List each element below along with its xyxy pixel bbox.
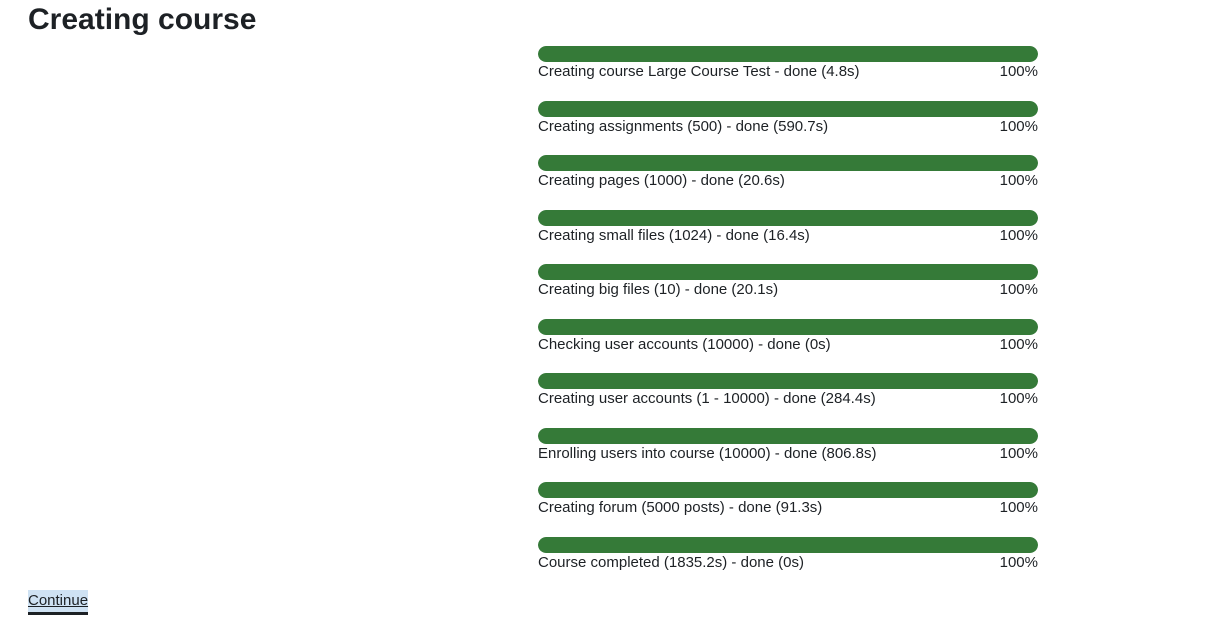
progress-item: Creating forum (5000 posts) - done (91.3… xyxy=(538,482,1038,537)
progress-bar xyxy=(538,482,1038,498)
progress-bar-fill xyxy=(538,209,1038,226)
progress-item: Creating big files (10) - done (20.1s) 1… xyxy=(538,264,1038,319)
progress-item: Checking user accounts (10000) - done (0… xyxy=(538,318,1038,374)
progress-caption: Creating small files (1024) - done (16.4… xyxy=(538,226,1038,246)
progress-bar xyxy=(538,264,1038,280)
progress-label: Enrolling users into course (10000) - do… xyxy=(538,444,877,462)
progress-label: Creating pages (1000) - done (20.6s) xyxy=(538,172,785,189)
progress-percent: 100% xyxy=(999,553,1038,571)
progress-caption: Creating forum (5000 posts) - done (91.3… xyxy=(538,498,1038,518)
progress-item: Creating small files (1024) - done (16.4… xyxy=(538,209,1038,265)
progress-caption: Creating course Large Course Test - done… xyxy=(538,62,1038,82)
progress-percent: 100% xyxy=(999,444,1038,462)
progress-bar xyxy=(538,155,1038,171)
progress-bar xyxy=(538,536,1038,553)
progress-bar-fill xyxy=(538,155,1038,171)
progress-bar xyxy=(538,427,1038,444)
progress-percent: 100% xyxy=(999,335,1038,353)
progress-item: Creating assignments (500) - done (590.7… xyxy=(538,100,1038,156)
progress-caption: Creating pages (1000) - done (20.6s) 100… xyxy=(538,171,1038,191)
progress-percent: 100% xyxy=(999,117,1038,135)
progress-item: Creating course Large Course Test - done… xyxy=(538,46,1038,101)
progress-label: Creating course Large Course Test - done… xyxy=(538,63,860,80)
progress-bar-fill xyxy=(538,46,1038,62)
progress-item: Creating user accounts (1 - 10000) - don… xyxy=(538,373,1038,428)
progress-percent: 100% xyxy=(999,281,1038,298)
progress-percent: 100% xyxy=(999,226,1038,244)
progress-caption: Creating big files (10) - done (20.1s) 1… xyxy=(538,280,1038,300)
progress-percent: 100% xyxy=(999,390,1038,407)
progress-label: Creating small files (1024) - done (16.4… xyxy=(538,226,810,244)
progress-bar-fill xyxy=(538,536,1038,553)
progress-percent: 100% xyxy=(999,499,1038,516)
progress-bar-fill xyxy=(538,427,1038,444)
progress-bar xyxy=(538,209,1038,226)
progress-label: Checking user accounts (10000) - done (0… xyxy=(538,335,831,353)
progress-bar xyxy=(538,46,1038,62)
progress-caption: Course completed (1835.2s) - done (0s) 1… xyxy=(538,553,1038,573)
progress-label: Course completed (1835.2s) - done (0s) xyxy=(538,553,804,571)
progress-item: Creating pages (1000) - done (20.6s) 100… xyxy=(538,155,1038,210)
progress-bar-fill xyxy=(538,373,1038,389)
progress-list: Creating course Large Course Test - done… xyxy=(538,46,1038,591)
progress-caption: Creating user accounts (1 - 10000) - don… xyxy=(538,389,1038,409)
progress-bar xyxy=(538,373,1038,389)
progress-label: Creating assignments (500) - done (590.7… xyxy=(538,117,829,135)
progress-item: Enrolling users into course (10000) - do… xyxy=(538,427,1038,483)
progress-caption: Creating assignments (500) - done (590.7… xyxy=(538,117,1038,137)
progress-bar-fill xyxy=(538,264,1038,280)
progress-percent: 100% xyxy=(999,63,1038,80)
continue-button[interactable]: Continue xyxy=(28,590,89,615)
progress-label: Creating user accounts (1 - 10000) - don… xyxy=(538,390,876,407)
progress-bar xyxy=(538,100,1038,117)
progress-label: Creating big files (10) - done (20.1s) xyxy=(538,281,779,298)
progress-caption: Checking user accounts (10000) - done (0… xyxy=(538,335,1038,355)
progress-bar-fill xyxy=(538,318,1038,335)
progress-bar-fill xyxy=(538,482,1038,498)
progress-percent: 100% xyxy=(999,172,1038,189)
progress-item: Course completed (1835.2s) - done (0s) 1… xyxy=(538,536,1038,592)
page-title: Creating course xyxy=(28,3,257,36)
progress-label: Creating forum (5000 posts) - done (91.3… xyxy=(538,499,823,516)
progress-bar xyxy=(538,318,1038,335)
progress-caption: Enrolling users into course (10000) - do… xyxy=(538,444,1038,464)
progress-bar-fill xyxy=(538,100,1038,117)
